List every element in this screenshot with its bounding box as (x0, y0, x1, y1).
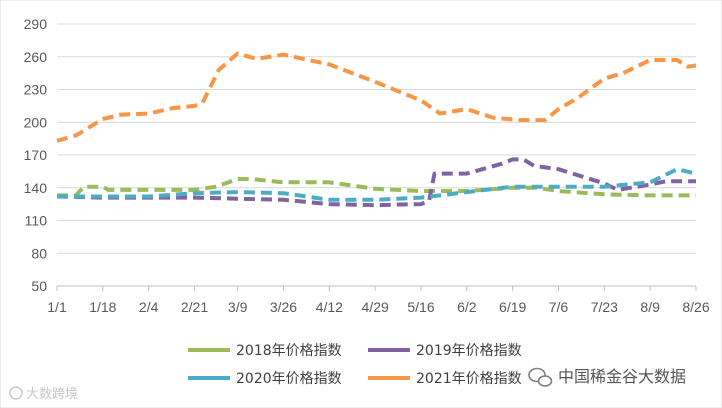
watermark-right: 中国稀金谷大数据 (522, 362, 716, 390)
x-tick-label-12: 7/23 (591, 299, 618, 315)
wechat-icon (528, 367, 553, 387)
x-tick-label-11: 7/6 (549, 299, 569, 315)
series-line-1 (57, 177, 696, 198)
series-line-4 (56, 51, 697, 143)
legend-item-2018[interactable]: 2018年价格指数 (188, 343, 342, 359)
watermark-right-backdrop (522, 362, 716, 390)
x-tick-label-1: 1/18 (89, 299, 116, 315)
x-tick-label-7: 4/29 (362, 299, 389, 315)
watermark-left: 大数跨境 (9, 386, 78, 402)
legend-item-2019[interactable]: 2019年价格指数 (368, 343, 522, 359)
x-tick-label-6: 4/12 (316, 299, 343, 315)
x-tick-label-10: 6/19 (499, 299, 526, 315)
y-tick-label-110: 110 (25, 213, 48, 229)
y-axis: 50 80 110 140 170 200 230 260 290 (24, 16, 48, 294)
legend-label-2019: 2019年价格指数 (416, 343, 522, 359)
watermark-left-text: 大数跨境 (26, 387, 78, 402)
y-tick-label-170: 170 (24, 147, 48, 163)
watermark-right-text: 中国稀金谷大数据 (558, 367, 686, 386)
y-tick-label-80: 80 (31, 245, 47, 261)
legend: 2018年价格指数 2019年价格指数 2020年价格指数 2021年价格指数 (188, 343, 522, 387)
x-tick-label-0: 1/1 (47, 299, 67, 315)
y-tick-label-260: 260 (24, 49, 48, 65)
series-line-2 (56, 157, 696, 208)
x-tick-label-4: 3/9 (228, 299, 248, 315)
x-tick-label-9: 6/2 (457, 299, 477, 315)
x-tick-label-14: 8/26 (682, 299, 709, 315)
y-tick-label-200: 200 (24, 114, 48, 130)
x-axis: 1/1 1/18 2/4 2/21 3/9 3/26 4/12 4/29 5/16 6/2 6/19… (47, 285, 710, 315)
y-tick-label-50: 50 (31, 278, 47, 294)
watermark-logo-icon (9, 386, 23, 400)
legend-label-2020: 2020年价格指数 (236, 371, 342, 387)
x-tick-label-5: 3/26 (270, 299, 297, 315)
y-tick-label-140: 140 (24, 180, 48, 196)
legend-label-2018: 2018年价格指数 (236, 343, 342, 359)
legend-label-2021: 2021年价格指数 (416, 371, 522, 387)
x-tick-label-13: 8/9 (640, 299, 660, 315)
x-tick-label-8: 5/16 (407, 299, 434, 315)
y-tick-label-290: 290 (24, 16, 48, 32)
x-tick-label-2: 2/4 (139, 299, 159, 315)
series-lines (56, 51, 697, 208)
x-tick-label-3: 2/21 (181, 299, 208, 315)
legend-item-2021[interactable]: 2021年价格指数 (368, 371, 522, 387)
legend-item-2020[interactable]: 2020年价格指数 (188, 371, 342, 387)
y-tick-label-230: 230 (24, 82, 48, 98)
series-line-3 (57, 167, 697, 202)
